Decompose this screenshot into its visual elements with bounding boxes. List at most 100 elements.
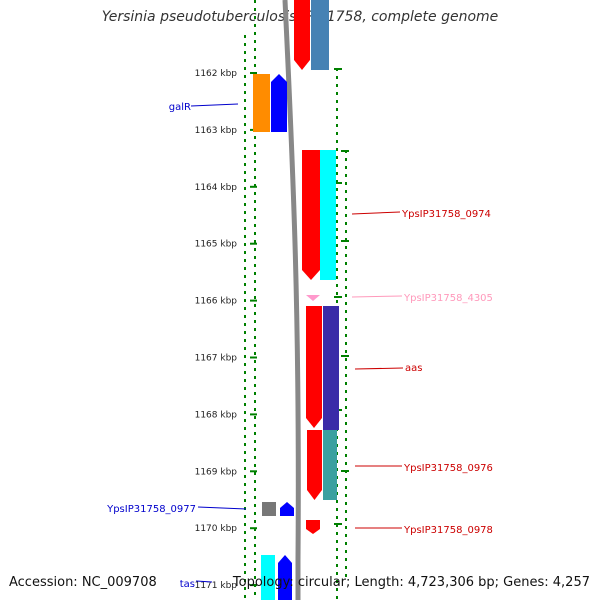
label-leader <box>197 506 247 510</box>
guide-dot <box>244 51 246 54</box>
guide-dot <box>336 228 338 231</box>
guide-dot <box>345 558 347 561</box>
guide-dot <box>345 502 347 505</box>
guide-dot <box>254 32 256 35</box>
guide-dot <box>244 555 246 558</box>
label-leaders <box>190 103 404 583</box>
guide-dot <box>244 243 246 246</box>
guide-dot <box>244 395 246 398</box>
guide-dot <box>336 148 338 151</box>
guide-dot <box>244 267 246 270</box>
guide-dot <box>345 486 347 489</box>
gene-box <box>323 306 339 430</box>
guide-tick <box>334 68 342 70</box>
guide-dot <box>345 190 347 193</box>
gene-label: tas <box>180 579 195 590</box>
guide-dot <box>254 152 256 155</box>
guide-dot <box>244 131 246 134</box>
gene-box <box>320 150 336 280</box>
guide-dot <box>254 232 256 235</box>
guide-dot <box>345 310 347 313</box>
guide-dot <box>244 427 246 430</box>
guide-dot <box>345 446 347 449</box>
guide-dot <box>345 206 347 209</box>
guide-dot <box>244 179 246 182</box>
guide-dot <box>336 164 338 167</box>
guide-dot <box>254 40 256 43</box>
guide-dot <box>244 123 246 126</box>
guide-dot <box>345 478 347 481</box>
guide-dot <box>345 166 347 169</box>
guide-tick <box>334 182 342 184</box>
guide-dot <box>336 548 338 551</box>
guide-dot <box>244 163 246 166</box>
guide-dot <box>336 100 338 103</box>
gene-arrow <box>306 306 322 428</box>
guide-dot <box>345 366 347 369</box>
guide-dot <box>254 8 256 11</box>
guide-dot <box>254 320 256 323</box>
gene-label: aas <box>405 363 422 374</box>
guide-dot <box>345 518 347 521</box>
guide-dot <box>345 382 347 385</box>
guide-dot <box>244 467 246 470</box>
guide-dot <box>254 464 256 467</box>
gene-box <box>311 0 329 70</box>
guide-dot <box>254 192 256 195</box>
guide-dot <box>244 83 246 86</box>
guide-dot <box>254 592 256 595</box>
guide-dot <box>254 336 256 339</box>
guide-dot <box>254 184 256 187</box>
guide-dot <box>345 182 347 185</box>
guide-tick <box>334 523 342 525</box>
guide-dot <box>336 204 338 207</box>
guide-dot <box>244 411 246 414</box>
guide-dot <box>244 379 246 382</box>
guide-dot <box>345 550 347 553</box>
gene-label: YpsIP31758_0976 <box>403 463 493 474</box>
guide-dot <box>336 156 338 159</box>
topology-info: Topology: circular; Length: 4,723,306 bp… <box>232 575 590 590</box>
guide-dot <box>254 24 256 27</box>
guide-dot <box>254 480 256 483</box>
guide-dot <box>254 312 256 315</box>
guide-dot <box>336 172 338 175</box>
label-leader <box>351 295 403 298</box>
guide-dot <box>244 371 246 374</box>
kbp-ruler: 1162 kbp 1163 kbp 1164 kbp 1165 kbp 1166 kbp… <box>195 69 257 591</box>
guide-dot <box>254 528 256 531</box>
guide-dot <box>244 483 246 486</box>
guide-dot <box>244 75 246 78</box>
ruler-tick-label: 1169 kbp <box>195 467 238 477</box>
guide-dot <box>345 286 347 289</box>
guide-dot <box>345 358 347 361</box>
guide-dot <box>336 124 338 127</box>
guide-dot <box>244 107 246 110</box>
guide-dot <box>244 59 246 62</box>
guide-dot <box>254 368 256 371</box>
guide-dot <box>254 280 256 283</box>
guide-dot <box>244 307 246 310</box>
guide-dot <box>336 276 338 279</box>
guide-dot <box>336 588 338 591</box>
guide-dot <box>244 187 246 190</box>
guide-dot <box>345 238 347 241</box>
guide-dot <box>254 520 256 523</box>
guide-dot <box>336 76 338 79</box>
ruler-tick-label: 1164 kbp <box>195 183 238 193</box>
guide-dot <box>336 236 338 239</box>
guide-dot <box>345 270 347 273</box>
guide-dot <box>244 203 246 206</box>
guide-dot <box>254 416 256 419</box>
guide-dot <box>244 571 246 574</box>
guide-dot <box>254 288 256 291</box>
guide-dot <box>336 252 338 255</box>
guide-dot <box>336 516 338 519</box>
track-guides <box>244 0 349 599</box>
guide-dot <box>336 188 338 191</box>
guide-tick <box>334 296 342 298</box>
guide-dot <box>254 216 256 219</box>
gene-box <box>253 74 270 132</box>
guide-dot <box>244 491 246 494</box>
guide-dot <box>345 294 347 297</box>
